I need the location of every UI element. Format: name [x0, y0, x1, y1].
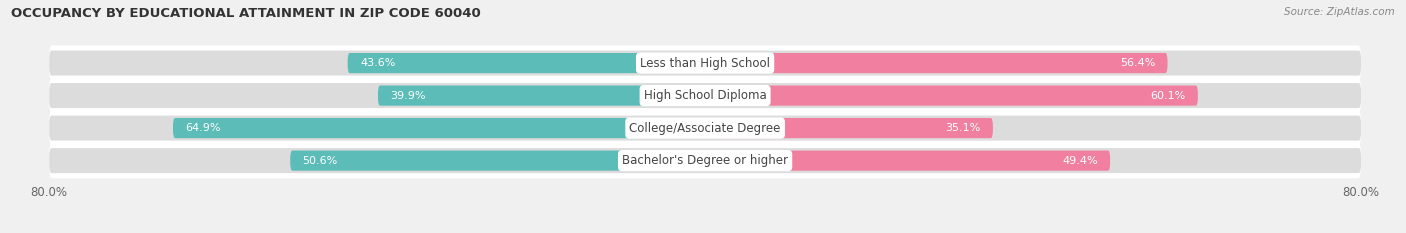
FancyBboxPatch shape: [49, 116, 1361, 140]
Text: 50.6%: 50.6%: [302, 156, 337, 166]
FancyBboxPatch shape: [347, 53, 706, 73]
FancyBboxPatch shape: [706, 53, 1167, 73]
FancyBboxPatch shape: [706, 86, 1198, 106]
Text: OCCUPANCY BY EDUCATIONAL ATTAINMENT IN ZIP CODE 60040: OCCUPANCY BY EDUCATIONAL ATTAINMENT IN Z…: [11, 7, 481, 20]
Text: 39.9%: 39.9%: [391, 91, 426, 101]
Text: 35.1%: 35.1%: [945, 123, 980, 133]
FancyBboxPatch shape: [49, 45, 1361, 81]
Text: Bachelor's Degree or higher: Bachelor's Degree or higher: [621, 154, 789, 167]
Text: 64.9%: 64.9%: [186, 123, 221, 133]
FancyBboxPatch shape: [706, 118, 993, 138]
Text: Less than High School: Less than High School: [640, 57, 770, 70]
Text: 60.1%: 60.1%: [1150, 91, 1185, 101]
FancyBboxPatch shape: [49, 110, 1361, 146]
FancyBboxPatch shape: [49, 78, 1361, 113]
FancyBboxPatch shape: [706, 151, 1111, 171]
Text: 56.4%: 56.4%: [1119, 58, 1156, 68]
Text: Source: ZipAtlas.com: Source: ZipAtlas.com: [1284, 7, 1395, 17]
Text: High School Diploma: High School Diploma: [644, 89, 766, 102]
FancyBboxPatch shape: [49, 148, 1361, 173]
Text: 43.6%: 43.6%: [360, 58, 395, 68]
FancyBboxPatch shape: [49, 83, 1361, 108]
FancyBboxPatch shape: [378, 86, 706, 106]
FancyBboxPatch shape: [49, 51, 1361, 75]
Text: College/Associate Degree: College/Associate Degree: [630, 122, 780, 135]
Text: 49.4%: 49.4%: [1062, 156, 1098, 166]
FancyBboxPatch shape: [173, 118, 706, 138]
FancyBboxPatch shape: [290, 151, 706, 171]
FancyBboxPatch shape: [49, 143, 1361, 178]
